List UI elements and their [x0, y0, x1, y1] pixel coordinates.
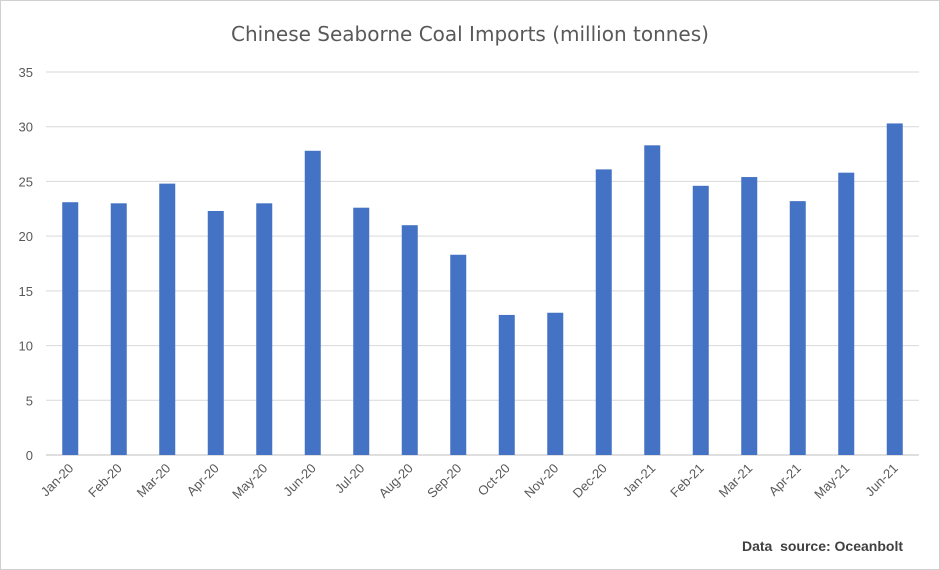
bar-feb-21: [692, 185, 709, 455]
y-tick-label: 5: [26, 393, 33, 408]
x-tick-label: May-21: [811, 461, 852, 502]
y-tick-label: 15: [19, 284, 33, 299]
x-tick-label: Nov-20: [521, 461, 561, 501]
bar-jan-20: [62, 202, 79, 455]
y-tick-label: 25: [19, 174, 33, 189]
x-tick-label: Apr-21: [766, 461, 804, 499]
x-tick-label: Dec-20: [570, 461, 610, 501]
x-tick-label: Jul-20: [332, 461, 368, 497]
gridlines: [46, 71, 919, 456]
bar-mar-20: [159, 183, 176, 456]
bar-nov-20: [547, 312, 564, 455]
y-tick-label: 20: [19, 229, 33, 244]
bar-jan-21: [644, 145, 661, 455]
y-tick-label: 0: [26, 448, 33, 463]
bar-feb-20: [110, 203, 127, 455]
bar-aug-20: [401, 225, 418, 455]
x-tick-label: Feb-20: [85, 461, 125, 501]
x-tick-label: Apr-20: [184, 461, 222, 499]
x-tick-label: Mar-20: [134, 461, 174, 501]
y-axis-ticks: 0 5 10 15 20 25 30 35: [19, 65, 33, 463]
x-tick-label: Jan-21: [620, 461, 659, 500]
x-tick-label: Jan-20: [38, 461, 77, 500]
x-tick-label: Feb-21: [667, 461, 707, 501]
x-tick-label: Jun-20: [280, 461, 319, 500]
bars: [62, 123, 903, 456]
x-tick-label: Sep-20: [424, 461, 464, 501]
bar-oct-20: [498, 314, 515, 455]
x-tick-label: Mar-21: [716, 461, 756, 501]
x-tick-label: May-20: [229, 461, 270, 502]
bar-may-21: [838, 172, 855, 455]
bar-mar-21: [741, 177, 758, 455]
chart-title: Chinese Seaborne Coal Imports (million t…: [231, 22, 709, 46]
y-tick-label: 30: [19, 120, 33, 135]
bar-jul-20: [353, 207, 370, 455]
bar-dec-20: [595, 169, 612, 456]
x-tick-label: Oct-20: [475, 461, 513, 499]
x-tick-label: Jun-21: [862, 461, 901, 500]
bar-sep-20: [450, 254, 467, 455]
y-tick-label: 35: [19, 65, 33, 80]
bar-jun-21: [886, 123, 903, 455]
x-tick-label: Aug-20: [376, 461, 416, 501]
bar-apr-21: [789, 201, 806, 455]
y-tick-label: 10: [19, 339, 33, 354]
bar-jun-20: [304, 150, 321, 455]
source-note: Data source: Oceanbolt: [742, 538, 903, 554]
bar-apr-20: [207, 210, 224, 455]
x-axis-ticks: Jan-20 Feb-20 Mar-20 Apr-20 May-20 Jun-20 Jul-…: [38, 461, 901, 502]
bar-may-20: [256, 203, 273, 455]
